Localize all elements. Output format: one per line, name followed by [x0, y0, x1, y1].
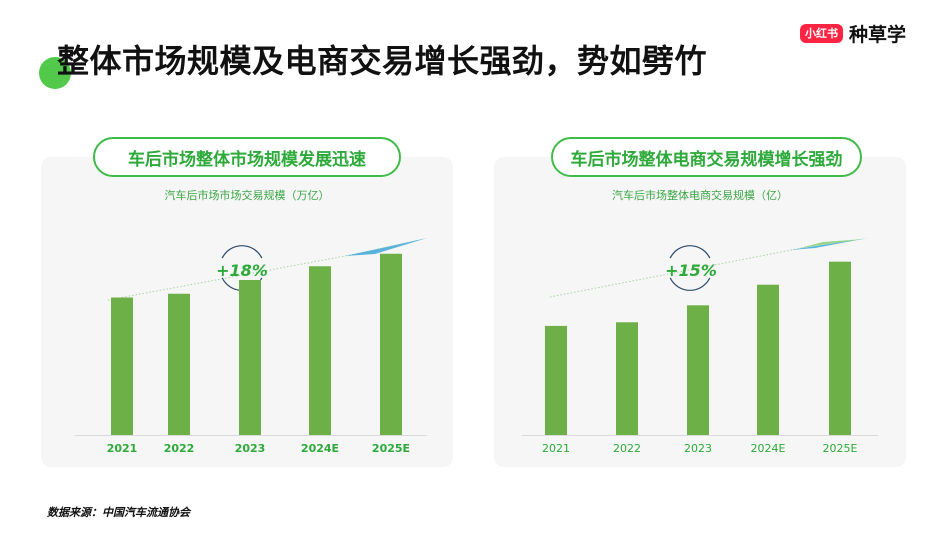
bar-2023	[687, 305, 709, 435]
chart-subtitle-market-size: 汽车后市场市场交易规模（万亿）	[164, 189, 330, 202]
x-tick-label: 2023	[684, 442, 712, 455]
bar-2025E	[380, 253, 402, 435]
trend-arrow-icon	[345, 238, 427, 256]
x-tick-label: 2022	[164, 442, 195, 455]
trend-line	[549, 245, 813, 298]
brand-name: 种草学	[849, 24, 907, 46]
x-tick-label: 2024E	[301, 442, 339, 455]
x-tick-label: 2022	[613, 442, 641, 455]
decorative-green-circle	[39, 57, 71, 89]
x-tick-label: 2021	[542, 442, 570, 455]
chart-subtitle-ecommerce-size: 汽车后市场整体电商交易规模（亿）	[612, 189, 788, 202]
bar-2022	[616, 322, 638, 435]
data-source-note: 数据来源：中国汽车流通协会	[47, 506, 190, 519]
bar-2024E	[309, 266, 331, 435]
bar-2021	[545, 325, 567, 435]
x-tick-label: 2025E	[372, 442, 410, 455]
x-tick-label: 2023	[235, 442, 266, 455]
trend-arrow-highlight	[800, 239, 864, 248]
growth-circle-bottom	[669, 277, 711, 291]
growth-rate-label: +18%	[216, 261, 268, 280]
brand-logo: 小红书 种草学	[800, 20, 906, 47]
chart-1: +18% 2021 2022 2023 2024E 2025E	[75, 238, 427, 455]
page-title: 整体市场规模及电商交易增长强劲，势如劈竹	[57, 42, 708, 80]
x-tick-label: 2024E	[751, 442, 786, 455]
trend-line	[107, 250, 373, 301]
x-tick-label: 2021	[107, 442, 138, 455]
growth-circle-top	[669, 245, 711, 259]
bar-2025E	[829, 261, 851, 435]
bar-2023	[239, 280, 261, 435]
bar-2024E	[757, 284, 779, 435]
chart-heading-market-size: 车后市场整体市场规模发展迅速	[93, 137, 401, 177]
x-tick-label: 2025E	[823, 442, 858, 455]
growth-circle-top	[221, 245, 263, 259]
bar-2022	[168, 293, 190, 435]
chart-heading-ecommerce-size: 车后市场整体电商交易规模增长强劲	[551, 137, 862, 177]
growth-rate-label: +15%	[665, 261, 717, 280]
bar-2021	[111, 297, 133, 435]
brand-badge: 小红书	[800, 24, 843, 43]
chart-2: +15% 2021 2022 2023 2024E 2025E	[522, 238, 878, 455]
trend-arrow-highlight	[355, 239, 423, 254]
